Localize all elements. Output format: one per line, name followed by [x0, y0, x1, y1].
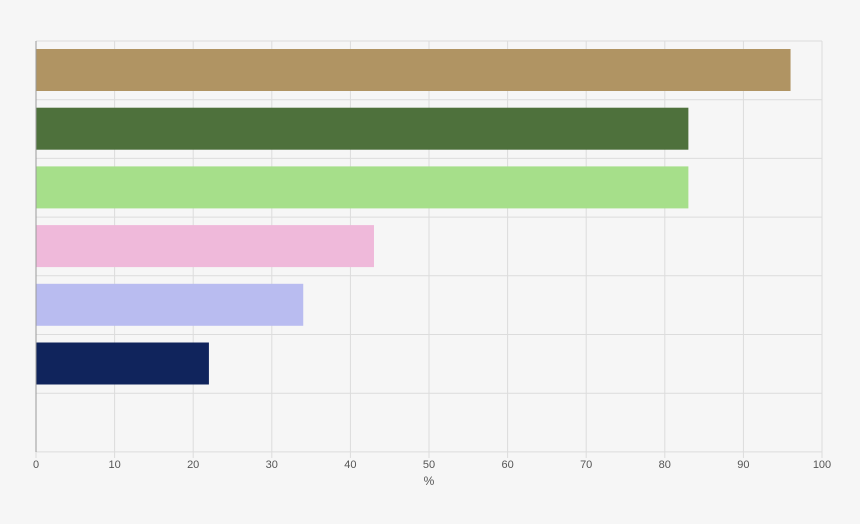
x-tick-label: 0 [33, 459, 39, 471]
x-tick-label: 10 [108, 459, 120, 471]
bar [36, 107, 689, 150]
bar [36, 342, 209, 385]
x-axis: 0 10 20 30 40 50 60 70 80 90 100 [33, 41, 831, 471]
bar [36, 166, 689, 209]
bar [36, 49, 791, 91]
x-tick-label: 60 [501, 459, 513, 471]
x-tick-label: 20 [187, 459, 199, 471]
x-tick-label: 100 [813, 459, 831, 471]
bar [36, 225, 374, 268]
x-tick-label: 70 [580, 459, 592, 471]
x-tick-label: 30 [266, 459, 278, 471]
x-tick-label: 80 [659, 459, 671, 471]
x-tick-label: 40 [344, 459, 356, 471]
bar [36, 283, 304, 326]
x-tick-label: 50 [423, 459, 435, 471]
x-tick-label: 90 [737, 459, 749, 471]
x-axis-label: % [424, 474, 435, 488]
bars [36, 49, 791, 385]
